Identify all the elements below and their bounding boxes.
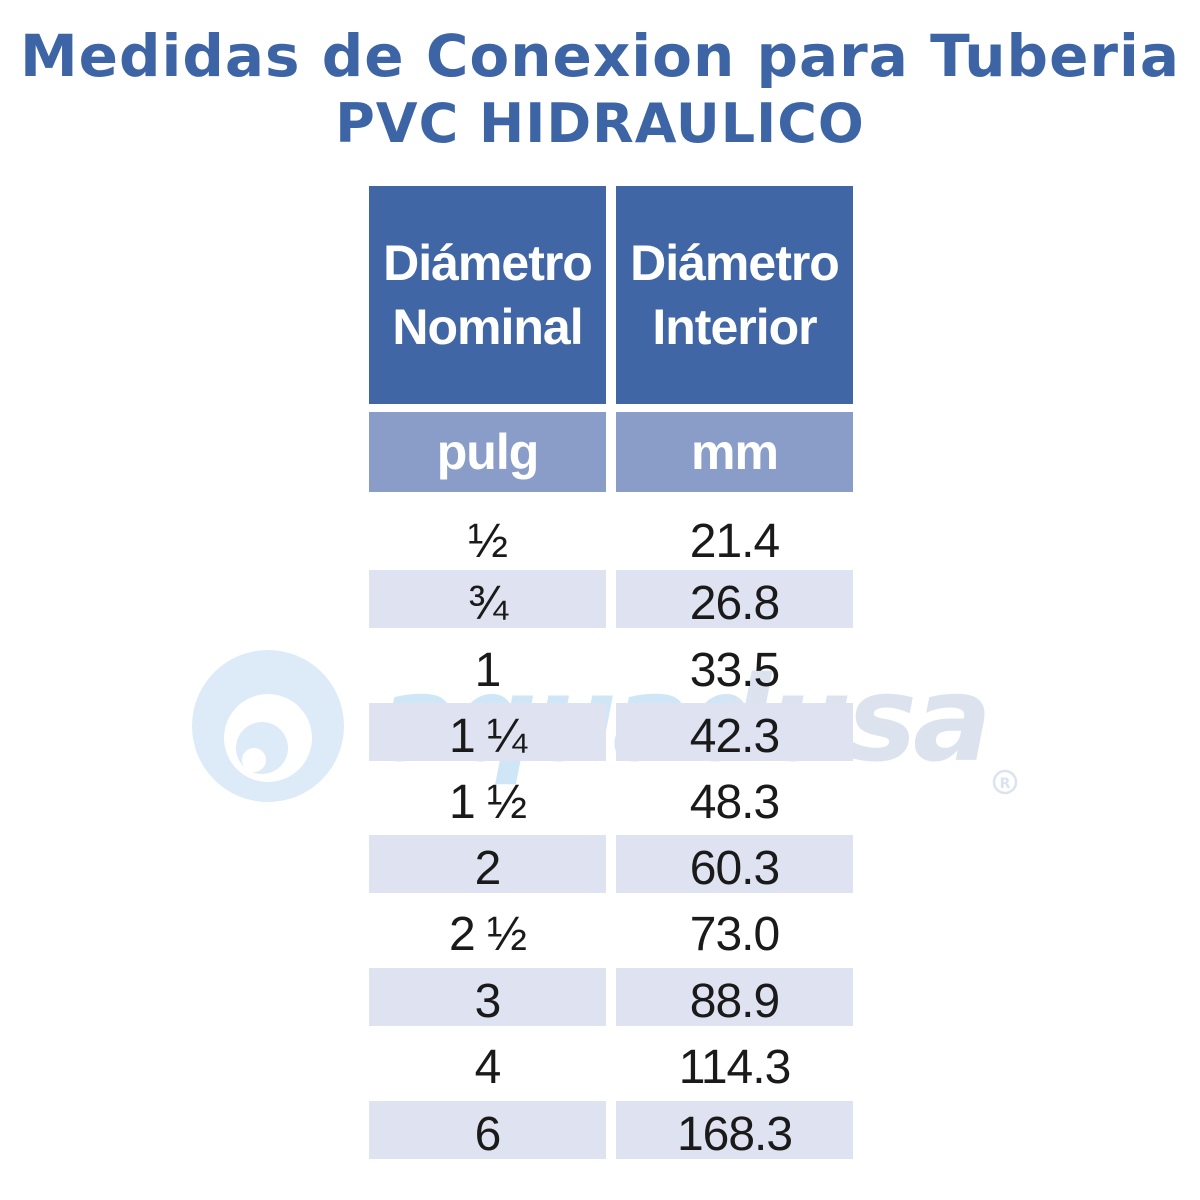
header-line1: Diámetro bbox=[383, 235, 593, 291]
cell-nominal: 1 ½ bbox=[448, 775, 527, 829]
cell-interior: 21.4 bbox=[689, 514, 780, 568]
cell-nominal: 2 bbox=[369, 835, 606, 895]
cell-nominal: 4 bbox=[474, 1040, 502, 1094]
svg-text:R: R bbox=[1000, 776, 1011, 792]
cell-interior: 168.3 bbox=[616, 1101, 853, 1161]
cell-nominal: ¾ bbox=[369, 570, 606, 630]
cell-nominal: 1 bbox=[474, 643, 502, 697]
cell-interior: 42.3 bbox=[616, 703, 853, 763]
unit-pulg: pulg bbox=[369, 412, 606, 492]
page-title: Medidas de Conexion para Tuberia bbox=[19, 22, 1181, 90]
header-line2: Interior bbox=[652, 299, 817, 355]
cell-interior: 26.8 bbox=[616, 570, 853, 630]
header-diametro-nominal: Diámetro Nominal bbox=[369, 186, 606, 404]
cell-interior: 114.3 bbox=[678, 1040, 792, 1094]
header-line1: Diámetro bbox=[630, 235, 840, 291]
aquadusa-watermark-logo: aquadusa R bbox=[192, 650, 1018, 802]
cell-nominal: 2 ½ bbox=[448, 907, 527, 961]
page-subtitle: PVC HIDRAULICO bbox=[335, 92, 865, 155]
cell-interior: 88.9 bbox=[616, 968, 853, 1028]
cell-nominal: ½ bbox=[467, 514, 508, 568]
cell-interior: 60.3 bbox=[616, 835, 853, 895]
header-diametro-interior: Diámetro Interior bbox=[616, 186, 853, 404]
cell-interior: 48.3 bbox=[689, 775, 780, 829]
cell-nominal: 3 bbox=[369, 968, 606, 1028]
cell-interior: 73.0 bbox=[689, 907, 780, 961]
cell-nominal: 6 bbox=[369, 1101, 606, 1161]
unit-mm: mm bbox=[616, 412, 853, 492]
header-line2: Nominal bbox=[392, 299, 583, 355]
cell-nominal: 1 ¼ bbox=[369, 703, 606, 763]
cell-interior: 33.5 bbox=[689, 643, 780, 697]
